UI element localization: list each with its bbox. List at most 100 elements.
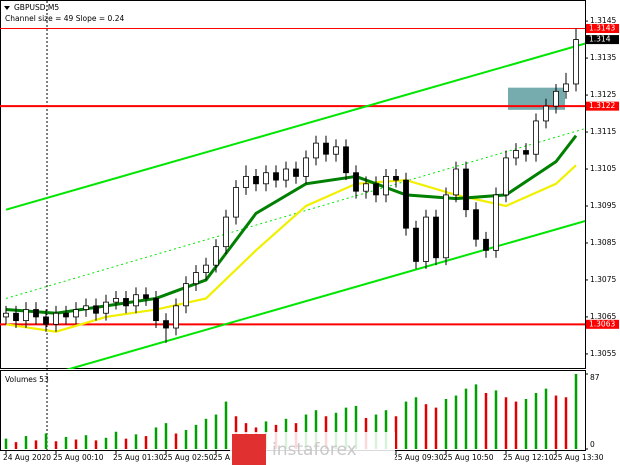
y-tick-label: 1.3105 [590, 164, 616, 173]
channel-lower [65, 220, 585, 369]
level-label-bg [586, 23, 619, 33]
candle-body [33, 309, 39, 318]
candle-body [453, 168, 459, 196]
chart-subtitle: Channel size = 49 Slope = 0.24 [5, 14, 124, 23]
candle-body [473, 209, 479, 240]
last-price-label: 1.314 [589, 35, 611, 44]
candle-body [273, 172, 279, 181]
candle-body [233, 187, 239, 218]
candle-body [213, 246, 219, 266]
volume-tick-label: 0 [590, 440, 595, 449]
y-tick-label: 1.3115 [590, 127, 616, 136]
candle-body [443, 194, 449, 259]
candle-body [173, 305, 179, 329]
candle-body [243, 176, 249, 188]
x-tick-label: 25 Aug 10:50 [443, 453, 494, 462]
candle-body [283, 168, 289, 181]
candle-body [323, 142, 329, 155]
chart-title: GBPUSD,M5 [14, 3, 59, 12]
y-tick-label: 1.3135 [590, 53, 616, 62]
candle-body [333, 146, 339, 155]
candle-body [63, 312, 69, 318]
candle-body [223, 216, 229, 248]
candle-body [553, 90, 559, 107]
candle-body [523, 150, 529, 155]
candle-body [393, 176, 399, 181]
candle-body [113, 298, 119, 303]
candle-body [293, 168, 299, 177]
candle-body [493, 194, 499, 251]
channel-middle [5, 128, 585, 299]
candle-body [573, 39, 579, 85]
candle-body [543, 105, 549, 122]
candle-body [433, 216, 439, 259]
candle-body [303, 157, 309, 177]
candle-body [183, 283, 189, 307]
x-tick-label: 25 Aug 12:10 [503, 453, 554, 462]
candle-body [73, 309, 79, 318]
candle-body [363, 183, 369, 192]
candle-body [513, 150, 519, 159]
x-tick-label: 25 Aug 09:30 [393, 453, 444, 462]
candle-body [563, 83, 569, 92]
candle-body [383, 176, 389, 196]
candle-body [43, 316, 49, 325]
candle-body [103, 301, 109, 314]
candle-body [343, 146, 349, 174]
candle-body [93, 305, 99, 314]
zone [508, 87, 565, 110]
candle-body [423, 216, 429, 262]
candle-body [53, 312, 59, 325]
volume-title: Volumes 53 [5, 375, 49, 384]
volume-tick-label: 87 [590, 373, 600, 382]
candle-body [533, 120, 539, 155]
price-frame [0, 0, 586, 369]
price-plot [0, 27, 585, 369]
menu-arrow[interactable] [4, 6, 10, 10]
candle-body [133, 294, 139, 307]
level-label: 1.3143 [589, 23, 615, 32]
candle-body [3, 312, 9, 318]
candle-body [373, 183, 379, 196]
candle-body [503, 157, 509, 196]
watermark-logo [232, 434, 266, 465]
channel-upper [5, 42, 585, 211]
x-tick-label: 24 Aug 2020 [3, 453, 51, 462]
y-tick-label: 1.3065 [590, 312, 616, 321]
candle-body [253, 176, 259, 185]
level-label: 1.3122 [589, 101, 615, 110]
candle-body [353, 172, 359, 192]
candle-body [203, 264, 209, 273]
candle-body [263, 172, 269, 185]
candle-body [193, 272, 199, 285]
axes: 1.3055 1.3065 1.3075 1.3085 1.3095 1.3105 1.31… [3, 16, 619, 462]
y-tick-label: 1.3125 [590, 90, 616, 99]
level-label-bg [586, 101, 619, 111]
y-tick-label: 1.3095 [590, 201, 616, 210]
candle-body [143, 294, 149, 299]
candle-body [483, 238, 489, 251]
candle-body [463, 168, 469, 211]
y-tick-label: 1.3075 [590, 275, 616, 284]
x-tick-label: 25 Aug 00:10 [53, 453, 104, 462]
watermark: instaforex [272, 440, 357, 460]
x-tick-label: 25 Aug 02:50 [163, 453, 214, 462]
candle-body [123, 298, 129, 307]
candle-body [313, 142, 319, 159]
level-label: 1.3063 [589, 319, 615, 328]
candle-body [23, 309, 29, 322]
y-tick-label: 1.3085 [590, 238, 616, 247]
y-tick-label: 1.3145 [590, 16, 616, 25]
level-label-bg [586, 319, 619, 329]
candle-body [13, 312, 19, 322]
candle-body [83, 305, 89, 310]
x-tick-label: 25 Aug 01:30 [113, 453, 164, 462]
last-price-bg [586, 35, 619, 45]
candle-body [413, 227, 419, 262]
candle-body [403, 179, 409, 229]
candle-body [163, 320, 169, 329]
y-tick-label: 1.3055 [590, 349, 616, 358]
candle-body [153, 298, 159, 322]
